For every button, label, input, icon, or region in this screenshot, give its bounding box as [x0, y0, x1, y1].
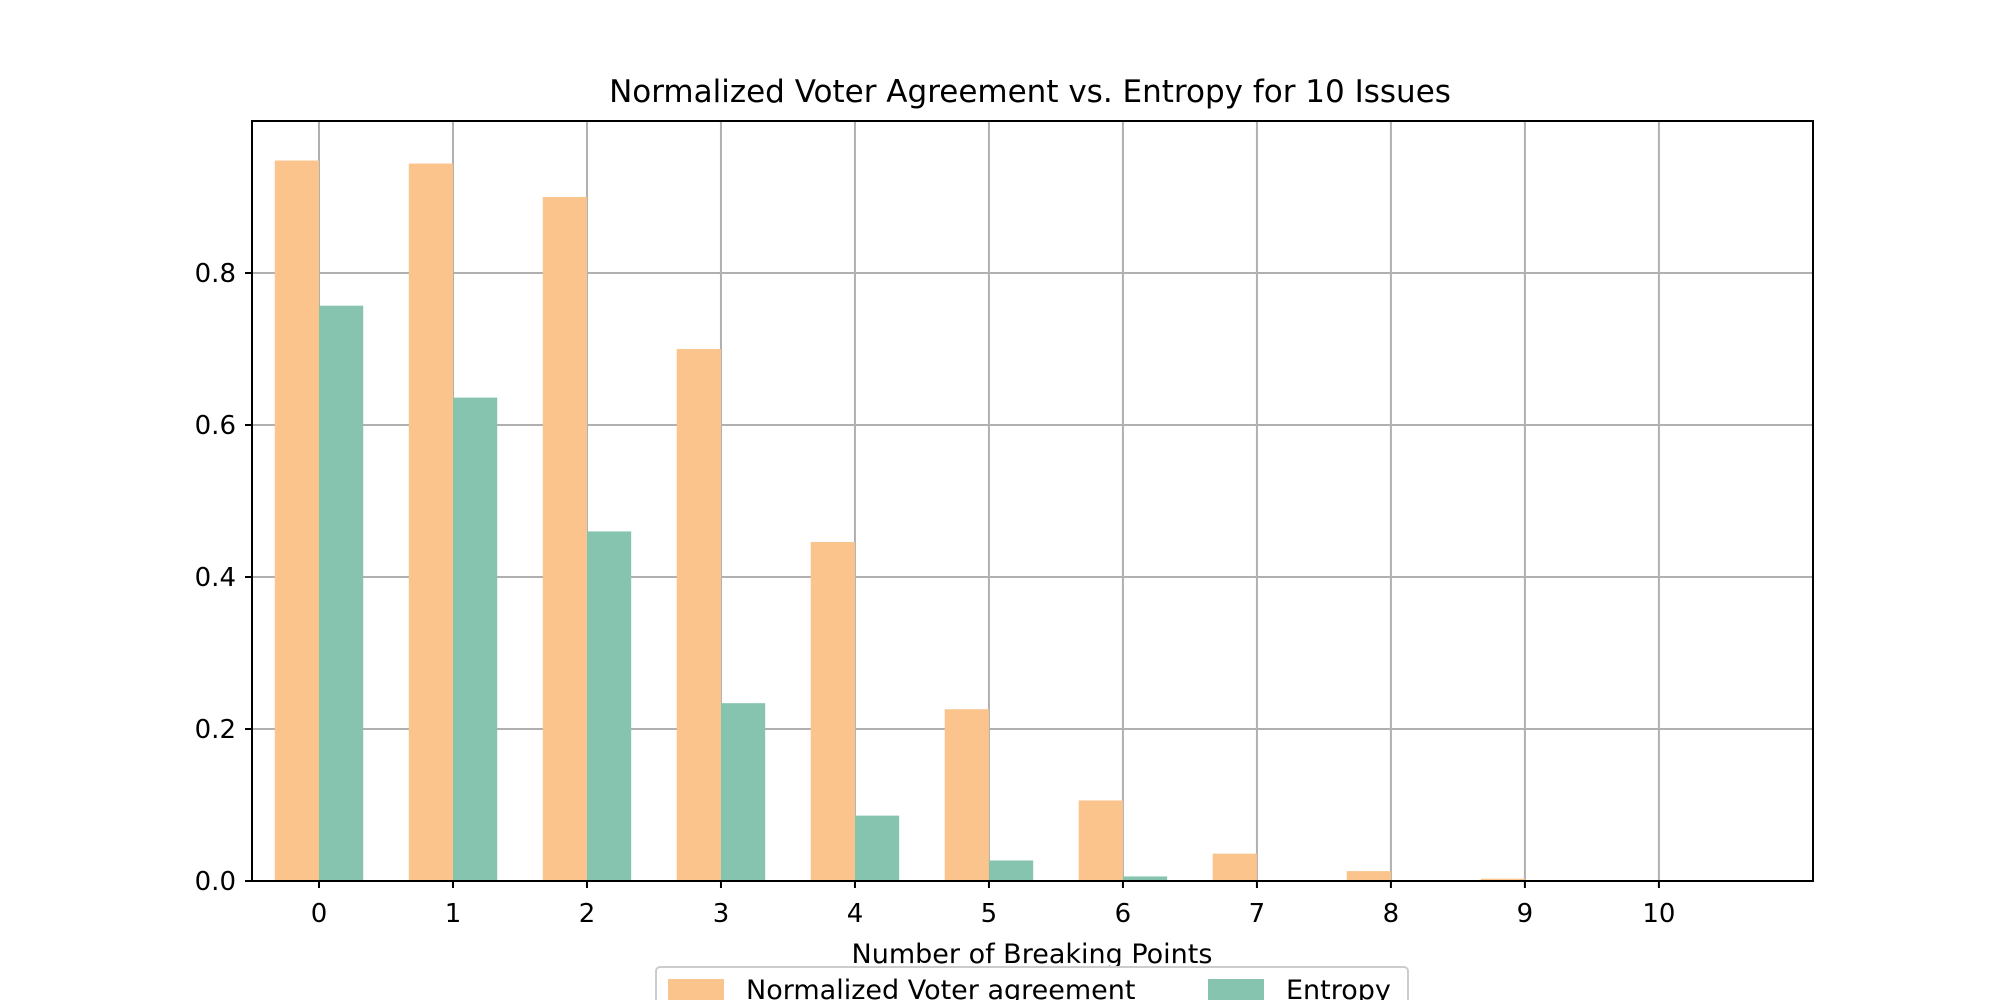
x-tick-label: 5 — [981, 899, 998, 929]
bar-voter-agreement-7 — [1212, 853, 1257, 881]
legend: Normalized Voter agreement Entropy — [655, 966, 1409, 1000]
x-tick-label: 1 — [445, 899, 462, 929]
x-tick-label: 0 — [311, 899, 328, 929]
x-tick-label: 4 — [847, 899, 864, 929]
chart-title: Normalized Voter Agreement vs. Entropy f… — [609, 74, 1451, 110]
y-tick-label: 0.4 — [195, 563, 236, 593]
bar-voter-agreement-2 — [542, 197, 587, 881]
bar-voter-agreement-6 — [1078, 800, 1123, 881]
legend-label-entropy: Entropy — [1286, 975, 1391, 1000]
bar-voter-agreement-4 — [810, 542, 855, 881]
bar-entropy-4 — [854, 815, 900, 881]
bar-entropy-5 — [988, 860, 1034, 881]
bar-entropy-0 — [318, 305, 364, 881]
y-tick-label: 0.8 — [195, 259, 236, 289]
y-tick-label: 0.0 — [195, 867, 236, 897]
bar-entropy-3 — [720, 703, 766, 881]
bar-voter-agreement-1 — [408, 163, 453, 881]
bar-voter-agreement-8 — [1346, 871, 1391, 881]
legend-swatch-entropy — [1208, 979, 1264, 1000]
bar-voter-agreement-5 — [944, 709, 989, 881]
legend-label-voter-agreement: Normalized Voter agreement — [746, 975, 1136, 1000]
x-tick-label: 2 — [579, 899, 596, 929]
x-axis-label: Number of Breaking Points — [852, 939, 1213, 970]
bar-voter-agreement-0 — [274, 160, 319, 881]
x-tick-label: 3 — [713, 899, 730, 929]
bar-entropy-1 — [452, 397, 498, 881]
bar-voter-agreement-3 — [676, 349, 721, 881]
axis-ticks: 0 1 2 3 4 5 6 7 8 9 10 0.0 0.2 0.4 0.6 0.8 — [195, 259, 1676, 929]
bar-voter-agreement-9 — [1480, 878, 1525, 881]
bars — [274, 160, 1525, 881]
y-tick-label: 0.6 — [195, 411, 236, 441]
bar-entropy-6 — [1122, 876, 1168, 881]
x-tick-label: 7 — [1249, 899, 1266, 929]
x-tick-label: 6 — [1115, 899, 1132, 929]
x-tick-label: 8 — [1383, 899, 1400, 929]
x-tick-label: 9 — [1517, 899, 1534, 929]
bar-entropy-2 — [586, 531, 632, 881]
x-tick-label: 10 — [1642, 899, 1675, 929]
plot-frame — [251, 120, 1814, 882]
legend-swatch-voter-agreement — [668, 979, 724, 1000]
y-tick-label: 0.2 — [195, 715, 236, 745]
